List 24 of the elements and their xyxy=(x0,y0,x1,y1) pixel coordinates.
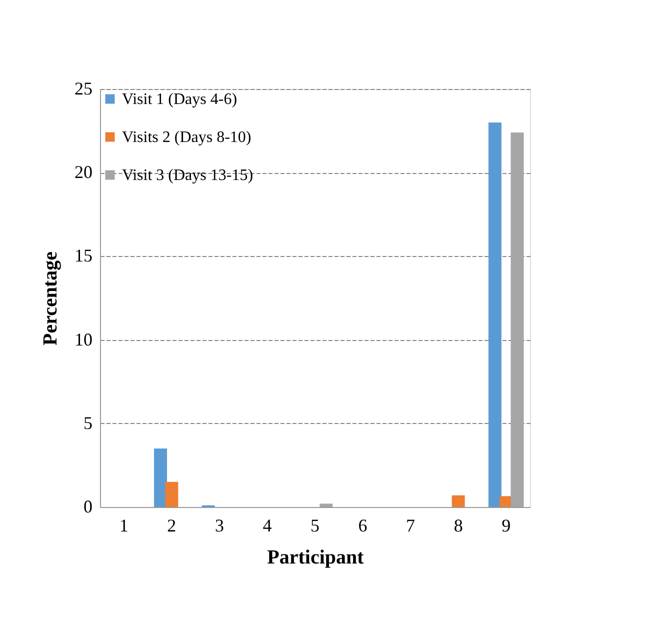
x-tick-label: 5 xyxy=(310,516,320,536)
bar xyxy=(165,482,178,507)
x-tick-label: 3 xyxy=(214,516,224,536)
x-tick-label: 9 xyxy=(502,516,511,536)
x-tick-label: 2 xyxy=(167,516,176,536)
x-tick-label: 8 xyxy=(454,516,463,536)
bar xyxy=(154,448,168,507)
bar xyxy=(452,495,465,507)
bar xyxy=(488,122,502,507)
y-tick-label: 15 xyxy=(74,246,92,266)
x-tick-label: 1 xyxy=(119,516,128,536)
y-axis-title: Percentage xyxy=(40,251,62,346)
y-tick-label: 0 xyxy=(84,496,92,516)
x-tick-label: 7 xyxy=(406,516,416,536)
legend-label: Visit 3 (Days 13-15) xyxy=(122,167,254,184)
y-tick-label: 20 xyxy=(74,162,92,182)
legend-label: Visit 1 (Days 4-6) xyxy=(122,91,238,108)
y-tick-label: 5 xyxy=(84,412,92,433)
x-tick-label: 6 xyxy=(358,516,368,536)
x-axis-title: Participant xyxy=(267,546,364,568)
y-tick-label: 10 xyxy=(74,329,92,350)
legend-label: Visits 2 (Days 8-10) xyxy=(122,129,252,146)
y-tick-label: 25 xyxy=(74,78,92,98)
x-tick-label: 4 xyxy=(262,516,272,536)
